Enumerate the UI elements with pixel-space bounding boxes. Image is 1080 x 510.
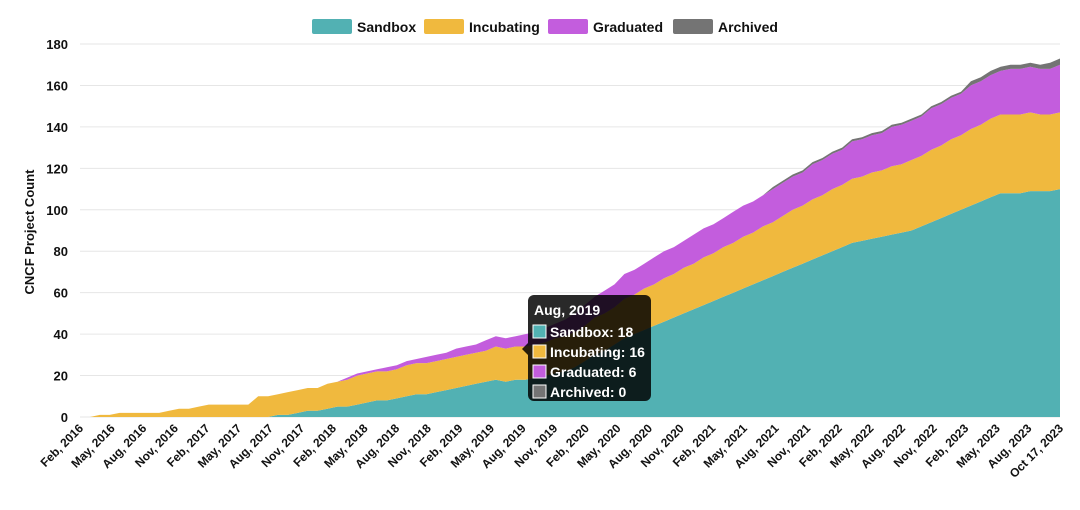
y-tick-label: 160: [46, 78, 68, 93]
tooltip-swatch-archived: [532, 384, 547, 399]
legend-label-archived[interactable]: Archived: [718, 19, 778, 35]
legend: Sandbox Incubating Graduated Archived: [312, 19, 778, 35]
y-tick-label: 0: [61, 410, 68, 425]
grid-lines: [80, 43, 1060, 418]
y-axis: 0 20 40 60 80 100 120 140 160 180: [46, 37, 68, 425]
y-tick-label: 100: [46, 203, 68, 218]
area-sandbox[interactable]: [80, 189, 1060, 417]
area-graduated[interactable]: [80, 64, 1060, 417]
legend-label-graduated[interactable]: Graduated: [593, 19, 663, 35]
y-tick-label: 180: [46, 37, 68, 52]
legend-label-incubating[interactable]: Incubating: [469, 19, 540, 35]
tooltip-line-incubating: Incubating: 16: [550, 344, 645, 360]
tooltip-swatch-graduated: [532, 364, 547, 379]
y-tick-label: 40: [54, 327, 68, 342]
tooltip: Aug, 2019 Sandbox: 18 Incubating: 16 Gradua…: [522, 295, 651, 401]
tooltip-line-sandbox: Sandbox: 18: [550, 324, 633, 340]
y-tick-label: 20: [54, 369, 68, 384]
y-tick-label: 60: [54, 286, 68, 301]
legend-swatch-archived[interactable]: [673, 19, 713, 34]
y-tick-label: 80: [54, 244, 68, 259]
tooltip-swatch-sandbox: [532, 324, 547, 339]
legend-swatch-graduated[interactable]: [548, 19, 588, 34]
tooltip-line-graduated: Graduated: 6: [550, 364, 637, 380]
y-axis-label: CNCF Project Count: [22, 169, 37, 295]
legend-swatch-incubating[interactable]: [424, 19, 464, 34]
legend-swatch-sandbox[interactable]: [312, 19, 352, 34]
tooltip-title: Aug, 2019: [534, 302, 600, 318]
tooltip-caret: [522, 343, 528, 355]
tooltip-swatch-incubating: [532, 344, 547, 359]
tooltip-box: [528, 295, 651, 401]
legend-label-sandbox[interactable]: Sandbox: [357, 19, 416, 35]
y-tick-label: 140: [46, 120, 68, 135]
y-tick-label: 120: [46, 161, 68, 176]
tooltip-line-archived: Archived: 0: [550, 384, 626, 400]
